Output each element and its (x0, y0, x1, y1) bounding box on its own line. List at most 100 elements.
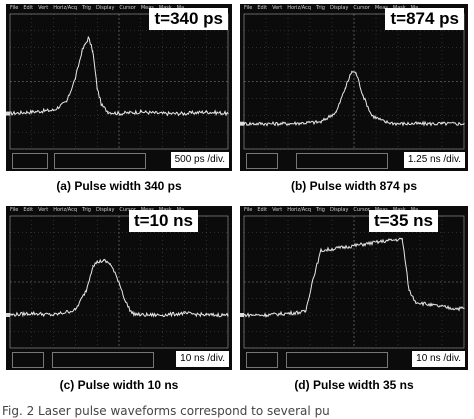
data-point (183, 312, 185, 314)
data-point (265, 314, 267, 316)
menu-item[interactable]: Horiz/Acq (53, 207, 78, 213)
data-point (85, 289, 87, 291)
chart-b (240, 13, 465, 150)
menu-item[interactable]: Trig (316, 207, 325, 213)
ground-marker (6, 313, 10, 317)
data-point (351, 70, 353, 72)
scope-panel-c: FileEditVertHoriz/AcqTrigDisplayCursorMe… (6, 206, 232, 370)
data-point (124, 301, 127, 303)
menu-item[interactable]: Trig (316, 5, 325, 11)
menu-item[interactable]: File (244, 5, 253, 11)
data-point (415, 301, 417, 303)
data-point (384, 121, 386, 123)
waveform-trace (243, 237, 465, 319)
data-point (118, 112, 120, 115)
scope-panel-d: FileEditVertHoriz/AcqTrigDisplayCursorMe… (240, 206, 468, 370)
data-point (320, 250, 322, 252)
data-point (74, 77, 76, 79)
figure-caption: Fig. 2 Laser pulse waveforms correspond … (2, 404, 330, 418)
menu-item[interactable]: Horiz/Acq (287, 5, 312, 11)
menu-item[interactable]: Vert (38, 5, 49, 11)
chart-c (6, 215, 229, 349)
menu-item[interactable]: Display (329, 5, 349, 11)
menu-item[interactable]: Cursor (353, 5, 370, 11)
data-point (31, 111, 33, 113)
data-point (100, 104, 103, 106)
menu-item[interactable]: Edit (23, 5, 34, 11)
menu-item[interactable]: Trig (82, 207, 91, 213)
menu-item[interactable]: Cursor (119, 5, 136, 11)
data-point (344, 87, 346, 89)
data-point (227, 112, 229, 115)
chart-d (240, 215, 465, 349)
grid (243, 13, 465, 150)
menu-item[interactable]: Display (95, 207, 115, 213)
menu-item[interactable]: Trig (82, 5, 91, 11)
data-point (430, 304, 432, 306)
data-point (342, 246, 344, 248)
menu-item[interactable]: Meas (140, 5, 154, 11)
data-point (364, 243, 366, 245)
menu-item[interactable]: Edit (257, 5, 268, 11)
caption-a: (a) Pulse width 340 ps (56, 179, 182, 193)
data-point (131, 312, 133, 314)
data-point (397, 123, 399, 125)
plot-border (243, 215, 465, 349)
plot-border (9, 13, 229, 150)
menu-item[interactable]: Edit (23, 207, 34, 213)
menu-item[interactable]: Display (95, 5, 115, 11)
menu-item[interactable]: Vert (38, 207, 49, 213)
menu-item[interactable]: Meas (374, 5, 388, 11)
data-point (227, 314, 229, 316)
data-point (162, 314, 164, 316)
data-point (66, 101, 68, 103)
data-point (320, 121, 322, 123)
menu-item[interactable]: Horiz/Acq (53, 5, 78, 11)
data-point (183, 112, 185, 115)
menu-item[interactable]: Cursor (119, 207, 136, 213)
menu-item[interactable]: Vert (272, 207, 283, 213)
menu-item[interactable]: File (10, 207, 19, 213)
data-point (140, 314, 142, 316)
data-point (287, 312, 289, 314)
data-point (287, 123, 289, 125)
time-label: t=340 ps (149, 8, 228, 30)
time-label: t=874 ps (385, 8, 464, 30)
data-point (92, 264, 94, 267)
data-point (74, 309, 76, 311)
data-point (335, 111, 337, 113)
data-point (205, 314, 207, 316)
data-point (96, 87, 98, 89)
data-point (362, 94, 364, 96)
menu-item[interactable]: Horiz/Acq (287, 207, 312, 213)
waveform-trace (243, 71, 465, 127)
data-point (96, 261, 98, 263)
data-point (31, 312, 33, 314)
data-point (53, 109, 55, 111)
data-point (92, 50, 94, 52)
data-point (53, 314, 55, 316)
caption-d: (d) Pulse width 35 ns (294, 378, 414, 392)
scale-label: 10 ns /div. (412, 351, 465, 367)
ground-marker (240, 313, 244, 317)
data-point (162, 112, 164, 115)
plot-border (243, 13, 465, 150)
menu-item[interactable]: Display (329, 207, 349, 213)
data-point (463, 123, 465, 125)
menu-item[interactable]: File (10, 5, 19, 11)
ground-marker (240, 121, 244, 126)
data-point (103, 259, 105, 262)
menu-item[interactable]: File (244, 207, 253, 213)
time-label: t=10 ns (128, 210, 198, 232)
data-point (463, 307, 465, 309)
caption-c: (c) Pulse width 10 ns (59, 378, 179, 392)
data-point (401, 238, 403, 240)
data-point (441, 123, 443, 125)
menu-item[interactable]: Cursor (353, 207, 370, 213)
chart-a (6, 13, 229, 150)
menu-item[interactable]: Edit (257, 207, 268, 213)
scale-label: 1.25 ns /div. (403, 152, 465, 168)
menu-item[interactable]: Vert (272, 5, 283, 11)
data-point (118, 281, 120, 283)
data-point (109, 263, 111, 265)
